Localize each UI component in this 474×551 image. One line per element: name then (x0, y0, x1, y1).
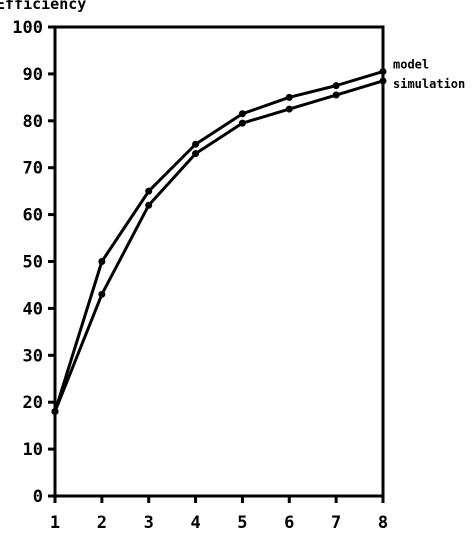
series-line-model (53, 70, 384, 413)
data-point-simulation (238, 119, 246, 127)
y-tick-label: 100 (12, 18, 43, 38)
data-point-simulation (332, 91, 340, 99)
data-point-model (379, 68, 387, 76)
legend: model simulation (393, 58, 465, 91)
data-point-model (192, 140, 200, 148)
series-lines (53, 70, 384, 413)
x-tick-label: 4 (190, 513, 200, 533)
y-tick-label: 60 (23, 206, 43, 226)
series-line-simulation (53, 79, 384, 413)
legend-label-model: model (393, 58, 429, 72)
data-point-simulation (145, 201, 153, 209)
x-tick-label: 1 (50, 513, 60, 533)
x-tick-label: 8 (378, 513, 388, 533)
y-tick-label: 30 (23, 346, 43, 366)
x-tick-label: 3 (144, 513, 154, 533)
y-tick-label: 50 (23, 253, 43, 273)
y-tick-label: 70 (23, 159, 43, 179)
data-point-model (238, 110, 246, 118)
x-tick-label: 5 (237, 513, 247, 533)
data-point-simulation (192, 150, 200, 158)
x-tick-label: 6 (284, 513, 294, 533)
data-point-model (98, 258, 106, 265)
data-point-model (332, 82, 340, 90)
data-point-simulation (379, 77, 387, 85)
y-tick-label: 0 (33, 487, 43, 507)
data-point-model (145, 187, 153, 195)
series-points (51, 68, 387, 416)
x-tick-label: 7 (331, 513, 341, 533)
y-tick-label: 20 (23, 393, 43, 413)
data-point-simulation (51, 408, 59, 416)
x-axis: 1 2 3 4 5 6 7 8 (50, 496, 388, 533)
y-tick-label: 40 (23, 299, 43, 319)
y-tick-label: 80 (23, 112, 43, 132)
data-point-model (285, 93, 293, 101)
legend-label-simulation: simulation (393, 77, 465, 91)
y-axis-title: Efficiency (0, 0, 86, 13)
data-point-simulation (285, 105, 293, 113)
data-point-simulation (98, 290, 106, 298)
x-tick-label: 2 (97, 513, 107, 533)
y-tick-label: 90 (23, 65, 43, 85)
y-axis: 0 10 20 30 40 50 60 70 80 90 100 (12, 18, 55, 507)
y-tick-label: 10 (23, 440, 43, 460)
